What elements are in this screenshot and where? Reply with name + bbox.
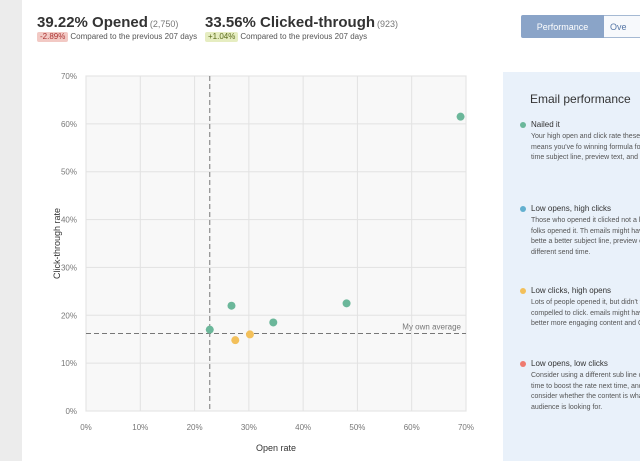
clicked-count: (923) [377,19,399,29]
opened-count: (2,750) [149,19,179,29]
x-tick-label: 60% [404,423,420,432]
x-tick-label: 30% [241,423,257,432]
y-tick-label: 0% [65,407,77,416]
chart-reference-lines [86,76,466,411]
legend-title: Low opens, high clicks [531,204,612,213]
blue-dot-icon [520,205,526,212]
x-tick-label: 70% [458,423,474,432]
tab-overview[interactable]: Ove [604,15,640,38]
y-tick-label: 30% [61,263,77,272]
chart-points [205,112,465,345]
data-point [245,330,254,339]
average-line-label: My own average [402,322,461,331]
performance-scatter-chart: 0% 10% 20% 30% 40% 50% 60% 70% 0% 10% 20% 30% 40% 50%… [52,72,474,453]
legend-description: Your high open and click rate these emai… [531,133,640,161]
x-tick-label: 40% [295,423,311,432]
opened-stat: 39.22% Opened (2,750) -2.89% Compared to t… [37,14,197,42]
clicked-stat: 33.56% Clicked-through (923) +1.04% Compar… [205,14,398,42]
info-panel-title: Email performance [530,92,631,106]
green-dot-icon [520,121,526,128]
x-tick-label: 20% [187,423,203,432]
legend-title: Low clicks, high opens [531,286,612,295]
clicked-change-badge: +1.04% [205,32,239,42]
legend-nailed-it: Nailed it Your high open and click rate … [520,120,640,164]
y-tick-label: 50% [61,168,77,177]
clicked-compare-text: Compared to the previous 207 days [240,32,368,41]
opened-rate: 39.22% Opened [37,14,148,31]
y-tick-label: 20% [61,311,77,320]
tab-performance[interactable]: Performance [521,15,604,38]
legend-low-clicks-high-opens: Low clicks, high opens Lots of people op… [520,286,640,330]
x-axis-title: Open rate [256,443,296,453]
chart-ticks: 0% 10% 20% 30% 40% 50% 60% 70% 0% 10% 20% 30% 40% 50%… [61,72,474,432]
legend-title: Nailed it [531,120,560,129]
data-point [342,299,351,308]
legend-description: Consider using a different sub line or s… [531,372,640,411]
legend-description: Those who opened it clicked not a lot of… [531,217,640,256]
y-axis-title: Click-through rate [52,208,62,279]
x-tick-label: 50% [349,423,365,432]
data-point [456,112,465,121]
x-tick-label: 10% [132,423,148,432]
legend-description: Lots of people opened it, but didn't fee… [531,299,640,327]
data-point [231,336,240,345]
red-dot-icon [520,360,526,367]
legend-low-opens-low-clicks: Low opens, low clicks Consider using a d… [520,359,640,413]
y-tick-label: 10% [61,359,77,368]
y-tick-label: 70% [61,72,77,81]
opened-change-badge: -2.89% [37,32,69,42]
legend-low-opens-high-clicks: Low opens, high clicks Those who opened … [520,204,640,258]
clicked-rate: 33.56% Clicked-through [205,14,376,31]
x-tick-label: 0% [80,423,92,432]
plot-area [85,75,467,412]
view-tabs: Performance Ove [521,15,640,38]
data-point [227,301,236,310]
chart-grid [85,75,467,412]
legend-title: Low opens, low clicks [531,359,608,368]
opened-compare-text: Compared to the previous 207 days [70,32,198,41]
yellow-dot-icon [520,287,526,294]
y-tick-label: 60% [61,120,77,129]
data-point [205,325,214,334]
y-tick-label: 40% [61,216,77,225]
email-performance-panel: Email performance Nailed it Your high op… [503,72,640,461]
data-point [269,318,278,327]
